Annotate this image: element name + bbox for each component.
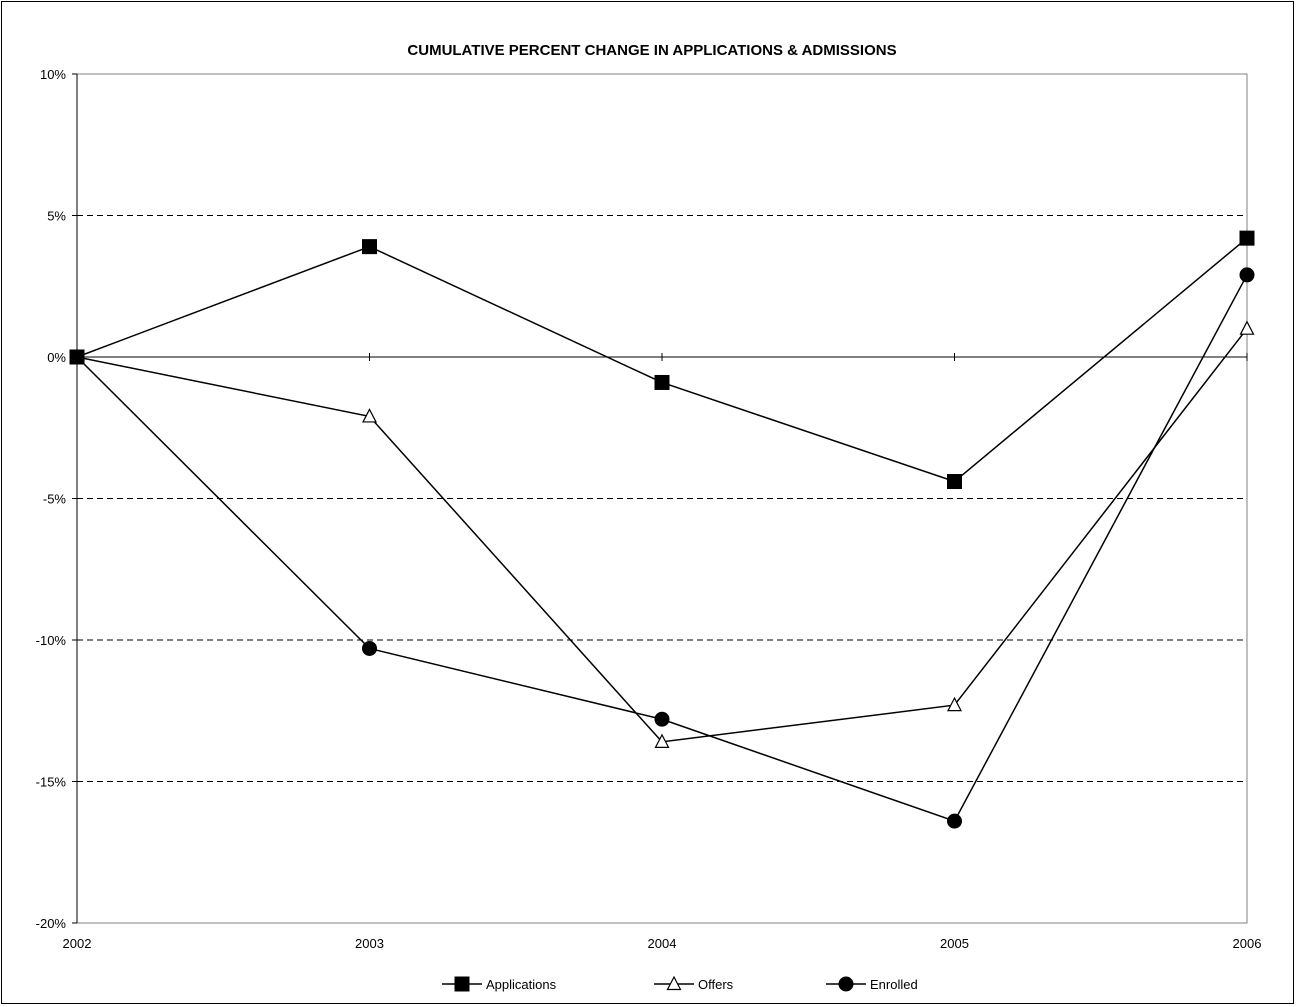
point-offers — [1239, 320, 1255, 335]
legend-label-offers: Offers — [698, 977, 734, 992]
y-tick-label: 5% — [47, 209, 66, 224]
point-applications — [1239, 230, 1255, 246]
y-tick-label: 0% — [47, 350, 66, 365]
point-applications — [947, 474, 962, 490]
legend-label-enrolled: Enrolled — [870, 977, 918, 992]
legend-marker-offers — [666, 975, 682, 991]
chart-title: CUMULATIVE PERCENT CHANGE IN APPLICATION… — [407, 42, 896, 59]
legend-label-applications: Applications — [486, 977, 557, 992]
legend-marker-enrolled — [838, 976, 854, 992]
point-offers — [947, 696, 962, 712]
x-tick-label: 2004 — [648, 936, 677, 951]
x-tick-label: 2005 — [940, 936, 969, 951]
point-enrolled — [1239, 267, 1255, 283]
point-applications — [362, 239, 377, 255]
point-enrolled — [362, 640, 377, 656]
grid-lines — [77, 215, 1247, 782]
x-tick-label: 2003 — [355, 936, 384, 951]
tick-labels: 10% 5% 0% -5% -10% -15% -20% 2002 2003 2004 2005 20… — [36, 67, 1262, 951]
point-enrolled — [69, 349, 85, 365]
legend-marker-applications — [454, 976, 470, 992]
data-markers — [69, 230, 1255, 829]
y-tick-label: -20% — [36, 916, 67, 931]
y-tick-label: -5% — [43, 492, 67, 507]
point-applications — [654, 374, 670, 390]
legend: Applications Offers Enrolled — [442, 975, 918, 992]
x-tick-label: 2006 — [1233, 936, 1262, 951]
point-enrolled — [654, 711, 670, 727]
series-line-offers — [76, 328, 1248, 743]
y-tick-label: 10% — [40, 67, 66, 82]
point-offers — [362, 408, 377, 423]
y-tick-label: -10% — [36, 633, 67, 648]
x-tick-label: 2002 — [63, 936, 92, 951]
point-enrolled — [947, 813, 962, 829]
point-offers — [654, 733, 670, 748]
y-tick-label: -15% — [36, 775, 67, 790]
axes — [72, 73, 1248, 924]
